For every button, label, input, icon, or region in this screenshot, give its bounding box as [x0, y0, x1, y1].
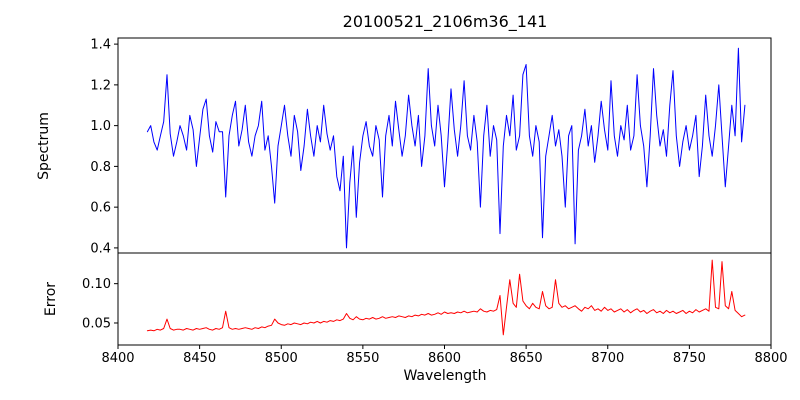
x-tick-label: 8500 [265, 351, 298, 366]
y-tick-label: 0.8 [90, 160, 111, 175]
y-axis-label-spectrum: Spectrum [36, 112, 52, 180]
x-tick-label: 8700 [591, 351, 624, 366]
y-tick-label: 0.4 [90, 241, 111, 256]
subplot-frame [117, 252, 772, 346]
plots-group: 0.4 0.6 0.8 1.0 1.2 1.4 0.05 0.10 8400 8450 8500 85… [82, 37, 788, 366]
y-tick-label: 0.05 [82, 316, 111, 331]
x-tick-label: 8400 [101, 351, 134, 366]
chart-title: 20100521_2106m36_141 [343, 12, 548, 32]
y-tick-label: 0.10 [82, 277, 111, 292]
spectrum-line [146, 47, 746, 249]
x-tick-label: 8750 [673, 351, 706, 366]
y-tick-label: 0.6 [90, 201, 111, 216]
x-tick-label: 8650 [510, 351, 543, 366]
subplot-spectrum: 0.4 0.6 0.8 1.0 1.2 1.4 [90, 37, 772, 256]
error-line [146, 259, 746, 336]
x-axis-label: Wavelength [403, 368, 486, 384]
y-axis-label-error: Error [43, 282, 59, 316]
x-tick-label: 8600 [428, 351, 461, 366]
y-tick-label: 1.0 [90, 119, 111, 134]
y-tick-label: 1.2 [90, 78, 111, 93]
subplot-error: 0.05 0.10 [82, 252, 772, 346]
y-tick-label: 1.4 [90, 38, 111, 53]
x-tick-label: 8450 [183, 351, 216, 366]
x-tick-label: 8550 [346, 351, 379, 366]
x-tick-label: 8800 [754, 351, 787, 366]
